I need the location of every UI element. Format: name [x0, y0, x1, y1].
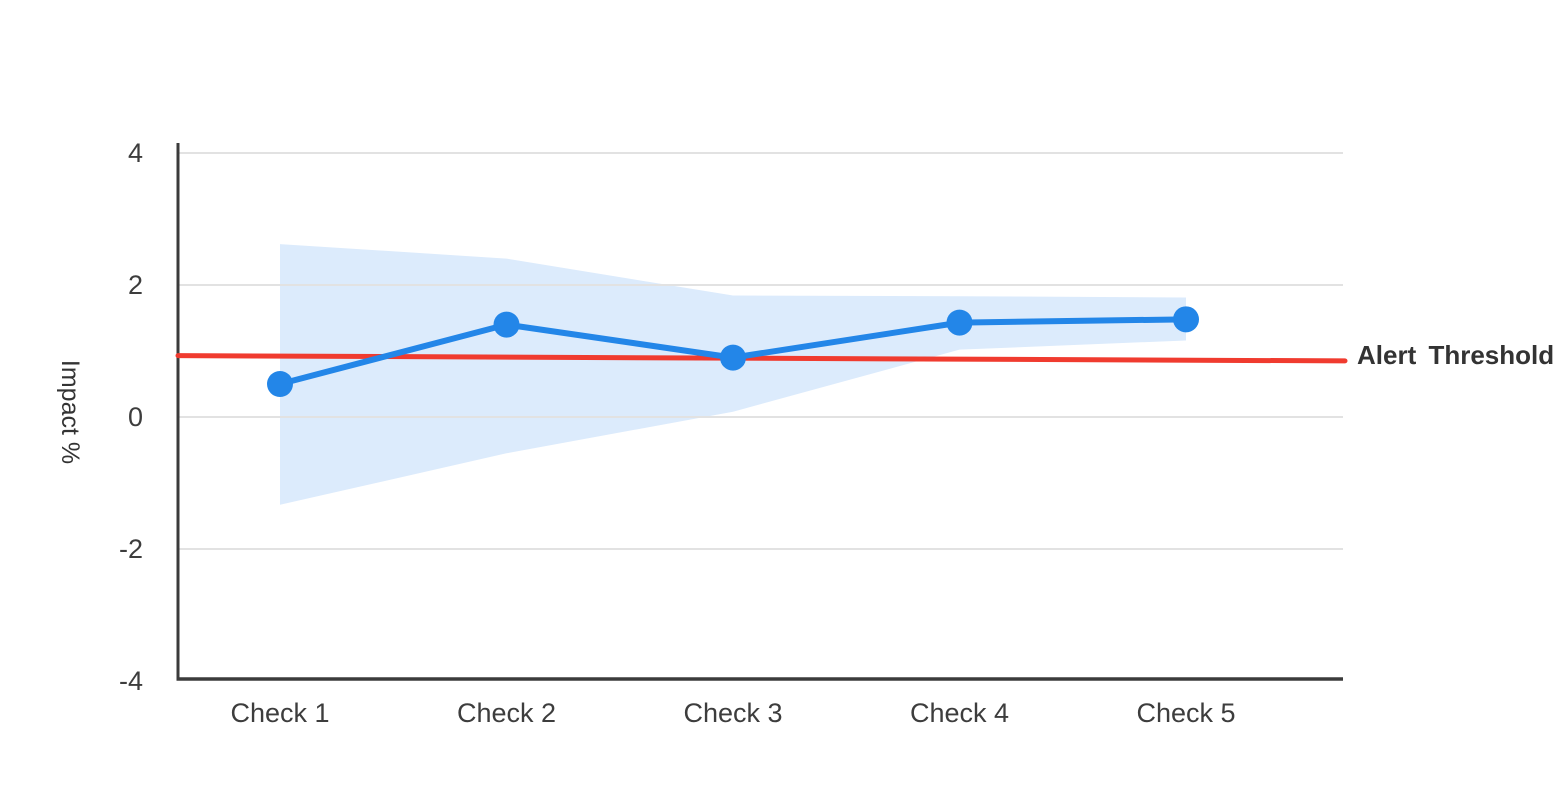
data-point: [267, 371, 293, 397]
y-tick-label: -4: [119, 666, 143, 696]
x-tick-label: Check 5: [1136, 698, 1235, 728]
alert-threshold-label: Alert Threshold: [1357, 340, 1554, 370]
y-tick-label: 2: [128, 270, 143, 300]
alert-threshold-line: [175, 353, 1348, 364]
data-point: [720, 344, 746, 371]
data-point-markers: [267, 306, 1199, 397]
gridlines: [178, 152, 1343, 550]
y-tick-label: -2: [119, 534, 143, 564]
x-tick-label: Check 4: [910, 698, 1009, 728]
x-tick-label: Check 3: [683, 698, 782, 728]
y-tick-label: 0: [128, 402, 143, 432]
y-tick-label: 4: [128, 138, 143, 168]
y-tick-labels: 4 2 0 -2 -4: [119, 138, 143, 696]
x-tick-labels: Check 1 Check 2 Check 3 Check 4 Check 5: [230, 698, 1235, 728]
data-point: [1173, 306, 1199, 333]
confidence-band: [280, 244, 1186, 505]
data-point: [946, 309, 973, 336]
x-tick-label: Check 2: [457, 698, 556, 728]
y-axis-label: Impact %: [56, 360, 84, 464]
data-point: [493, 311, 520, 338]
x-tick-label: Check 1: [230, 698, 329, 728]
